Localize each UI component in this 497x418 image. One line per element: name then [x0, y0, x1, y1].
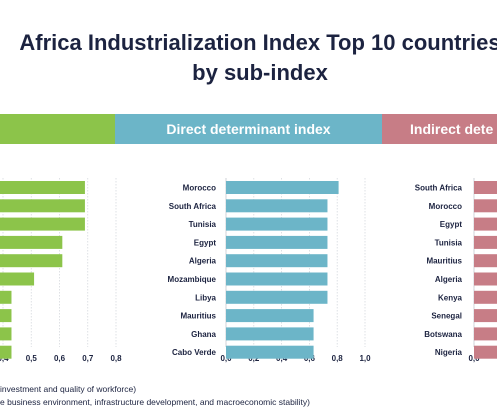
bar-1-6 [226, 290, 328, 304]
category-label-1-6: Libya [195, 293, 216, 302]
footnote-2: e business environment, infrastructure d… [0, 397, 310, 407]
left-panel-header: x [0, 114, 115, 144]
bar-2-2 [474, 217, 497, 231]
bar-2-4 [474, 254, 497, 268]
tick-label-0-6: 0,8 [110, 354, 122, 363]
bar-0-0 [0, 181, 85, 194]
chart-title-line1: Africa Industrialization Index Top 10 co… [19, 30, 497, 55]
tick-label-0-4: 0,6 [54, 354, 66, 363]
bar-2-9 [474, 345, 497, 359]
bar-1-4 [226, 254, 328, 268]
bar-0-7 [0, 309, 12, 323]
bar-1-0 [226, 181, 339, 194]
category-label-2-1: Morocco [429, 202, 462, 211]
bar-2-1 [474, 199, 497, 213]
bar-1-2 [226, 217, 328, 231]
bar-2-7 [474, 309, 497, 323]
bar-1-5 [226, 272, 328, 286]
category-label-1-5: Mozambique [168, 275, 217, 284]
category-label-1-0: Morocco [183, 184, 216, 193]
bar-1-7 [226, 309, 314, 323]
direct-determinant-header: Direct determinant index [115, 114, 382, 144]
direct-determinant-header-label: Direct determinant index [166, 121, 331, 137]
category-label-2-2: Egypt [440, 220, 463, 229]
category-label-1-9: Cabo Verde [172, 348, 217, 357]
category-label-2-8: Botswana [424, 330, 462, 339]
bar-0-5 [0, 272, 35, 286]
bar-2-6 [474, 290, 497, 304]
category-label-2-0: South Africa [415, 184, 463, 193]
tick-label-0-3: 0,5 [26, 354, 38, 363]
bar-0-1 [0, 199, 85, 213]
tick-label-0-5: 0,7 [82, 354, 94, 363]
indirect-determinant-header: Indirect dete [382, 114, 497, 144]
bar-2-5 [474, 272, 497, 286]
bar-0-4 [0, 254, 63, 268]
category-label-1-2: Tunisia [189, 220, 217, 229]
bar-0-2 [0, 217, 85, 231]
bar-0-3 [0, 235, 63, 249]
bar-0-9 [0, 345, 12, 359]
bar-1-1 [226, 199, 328, 213]
bar-2-3 [474, 235, 497, 249]
category-label-1-3: Egypt [194, 238, 217, 247]
bar-2-0 [474, 181, 497, 194]
category-label-2-4: Mauritius [426, 257, 462, 266]
chart-title-line2: by sub-index [192, 60, 328, 85]
category-label-2-6: Kenya [438, 293, 463, 302]
category-label-1-7: Mauritius [180, 312, 216, 321]
indirect-determinant-header-label: Indirect dete [410, 121, 494, 137]
bar-1-3 [226, 235, 328, 249]
bar-0-8 [0, 327, 12, 341]
category-label-2-3: Tunisia [435, 238, 463, 247]
category-label-1-4: Algeria [189, 257, 217, 266]
footnote-1: investment and quality of workforce) [0, 384, 137, 394]
bar-2-8 [474, 327, 497, 341]
category-label-2-5: Algeria [435, 275, 463, 284]
tick-label-1-5: 1,0 [359, 354, 371, 363]
category-label-2-9: Nigeria [435, 348, 463, 357]
bar-0-6 [0, 290, 12, 304]
category-label-1-8: Ghana [191, 330, 216, 339]
bar-1-8 [226, 327, 314, 341]
category-label-1-1: South Africa [169, 202, 217, 211]
bar-1-9 [226, 345, 314, 359]
tick-label-1-4: 0,8 [332, 354, 344, 363]
category-label-2-7: Senegal [431, 312, 462, 321]
